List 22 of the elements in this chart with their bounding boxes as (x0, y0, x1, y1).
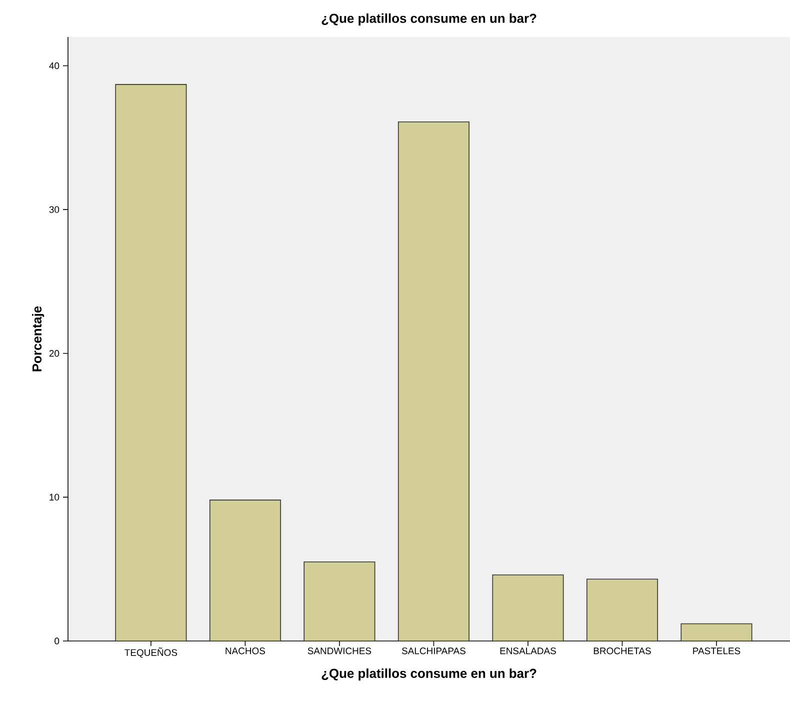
x-tick-label: PASTELES (693, 648, 740, 654)
x-tick-label: NACHOS (226, 648, 266, 654)
x-tick-label: TEQUEÑOS (124, 648, 178, 658)
bar (398, 121, 470, 641)
bar (209, 500, 281, 641)
y-tick-label: 10 (50, 494, 60, 501)
y-axis-title: Porcentaje (32, 306, 44, 372)
bar (586, 578, 658, 641)
x-tick-label: SANDWICHES (308, 648, 372, 654)
chart-title: ¿Que platillos consume en un bar? (322, 13, 536, 26)
y-tick-label: 0 (54, 638, 60, 644)
y-tick-label: 30 (49, 206, 60, 213)
bar (492, 574, 564, 641)
x-tick-label: BROCHETAS (594, 648, 651, 654)
y-tick-label: 40 (49, 62, 60, 70)
bar (304, 562, 376, 641)
bar (115, 84, 187, 641)
x-axis-title: ¿Que platillos consume en un bar? (322, 668, 536, 681)
bar (680, 623, 752, 641)
y-tick-label: 20 (49, 350, 60, 357)
x-tick-label: SALCHIPAPAS (402, 648, 466, 654)
x-tick-label: ENSALADAS (500, 648, 556, 654)
